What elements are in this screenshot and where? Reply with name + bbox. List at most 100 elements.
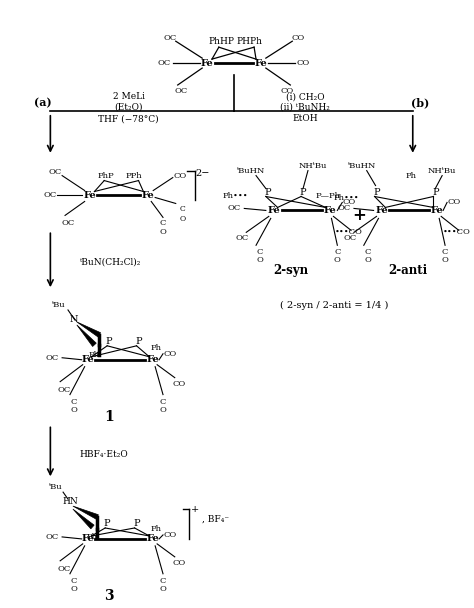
Text: OC: OC (57, 565, 71, 573)
Text: O: O (160, 229, 166, 237)
Text: CO: CO (292, 34, 305, 42)
Text: Fe: Fe (201, 58, 213, 67)
Text: (a): (a) (34, 97, 51, 108)
Text: PHPh: PHPh (236, 36, 262, 46)
Text: C: C (365, 248, 371, 256)
Text: EtOH: EtOH (292, 114, 318, 123)
Text: ( 2-syn / 2-anti = 1/4 ): ( 2-syn / 2-anti = 1/4 ) (280, 300, 389, 309)
Text: OC: OC (163, 34, 176, 42)
Polygon shape (73, 509, 94, 529)
Text: OC: OC (174, 87, 187, 95)
Text: Fe: Fe (83, 191, 96, 200)
Text: Ph: Ph (87, 533, 98, 541)
Text: P: P (300, 188, 306, 197)
Text: O: O (160, 585, 166, 593)
Text: 2-syn: 2-syn (273, 264, 308, 277)
Text: HBF₄·Et₂O: HBF₄·Et₂O (80, 450, 128, 459)
Text: P: P (133, 519, 140, 528)
Text: •••CO: •••CO (335, 229, 363, 237)
Text: Fe: Fe (81, 534, 94, 544)
Text: 1: 1 (104, 410, 114, 424)
Text: OC: OC (57, 385, 71, 393)
Text: P: P (135, 337, 142, 347)
Text: (ii) ᵗBuNH₂: (ii) ᵗBuNH₂ (280, 102, 330, 111)
Text: CO: CO (163, 350, 176, 358)
Text: (b): (b) (411, 97, 430, 108)
Text: Fe: Fe (81, 355, 94, 364)
Text: OC: OC (44, 192, 57, 199)
Text: O: O (334, 256, 341, 264)
Text: C: C (257, 248, 263, 256)
Text: 2−: 2− (195, 169, 210, 178)
Text: CO: CO (172, 559, 185, 567)
Text: NHᵗBu: NHᵗBu (428, 167, 456, 174)
Text: CO: CO (173, 171, 186, 179)
Text: Fe: Fe (375, 206, 388, 215)
Text: OC: OC (157, 59, 171, 67)
Text: Fe: Fe (147, 534, 160, 544)
Text: O: O (71, 406, 77, 413)
Text: C: C (160, 398, 166, 406)
Text: (Et₂O): (Et₂O) (114, 102, 143, 111)
Text: NHᵗBu: NHᵗBu (299, 162, 327, 170)
Text: Ph•••: Ph••• (333, 195, 359, 202)
Text: CO: CO (163, 531, 176, 539)
Text: (i) CH₂O: (i) CH₂O (286, 92, 324, 102)
Text: +: + (191, 505, 200, 514)
Polygon shape (77, 325, 96, 347)
Text: P: P (432, 188, 438, 197)
Text: Fe: Fe (267, 206, 280, 215)
Text: O: O (256, 256, 264, 264)
Text: Ph: Ph (151, 525, 162, 533)
Text: Fe: Fe (323, 206, 336, 215)
Text: C: C (160, 219, 166, 227)
Polygon shape (73, 506, 99, 519)
Text: ᵗBuHN: ᵗBuHN (237, 167, 265, 174)
Text: OC: OC (49, 168, 62, 176)
Text: •••CO: •••CO (443, 229, 471, 237)
Text: Ph: Ph (405, 171, 416, 179)
Text: O: O (442, 256, 448, 264)
Text: 2 MeLi: 2 MeLi (113, 92, 145, 102)
Text: Fe: Fe (431, 206, 444, 215)
Text: OC: OC (228, 204, 241, 212)
Text: ᵗBu: ᵗBu (51, 301, 65, 309)
Text: Ph•••: Ph••• (223, 193, 248, 201)
Text: +: + (352, 207, 366, 224)
Text: CO: CO (281, 87, 294, 95)
Text: C: C (71, 577, 77, 585)
Text: ᵗBuN(CH₂Cl)₂: ᵗBuN(CH₂Cl)₂ (80, 258, 141, 267)
Text: OC: OC (61, 219, 74, 227)
Text: O: O (71, 585, 77, 593)
Text: 3: 3 (104, 589, 114, 603)
Text: 2-anti: 2-anti (388, 264, 428, 277)
Text: O: O (364, 256, 371, 264)
Text: HN: HN (62, 497, 78, 506)
Text: ᵗBu: ᵗBu (48, 483, 62, 491)
Text: N: N (70, 316, 79, 325)
Text: ᵗBuHN: ᵗBuHN (347, 162, 376, 170)
Polygon shape (77, 322, 100, 337)
Text: Fe: Fe (255, 58, 267, 67)
Text: Ph: Ph (89, 351, 100, 359)
Text: C: C (160, 577, 166, 585)
Text: OC: OC (236, 234, 249, 243)
Text: C: C (334, 248, 340, 256)
Text: P: P (373, 188, 380, 197)
Text: PhP: PhP (98, 171, 115, 179)
Text: P: P (104, 519, 110, 528)
Text: C
O: C O (180, 206, 186, 223)
Text: THF (−78°C): THF (−78°C) (99, 114, 159, 123)
Text: OC: OC (337, 204, 351, 212)
Text: CO: CO (296, 59, 310, 67)
Text: OC: OC (46, 533, 59, 541)
Text: CO: CO (343, 198, 356, 207)
Text: O: O (160, 406, 166, 413)
Text: Fe: Fe (147, 355, 160, 364)
Text: OC: OC (344, 234, 357, 243)
Text: CO: CO (447, 198, 461, 207)
Text: P—Ph: P—Ph (315, 193, 340, 201)
Text: Fe: Fe (142, 191, 155, 200)
Text: Ph: Ph (151, 344, 162, 352)
Text: , BF₄⁻: , BF₄⁻ (202, 514, 229, 523)
